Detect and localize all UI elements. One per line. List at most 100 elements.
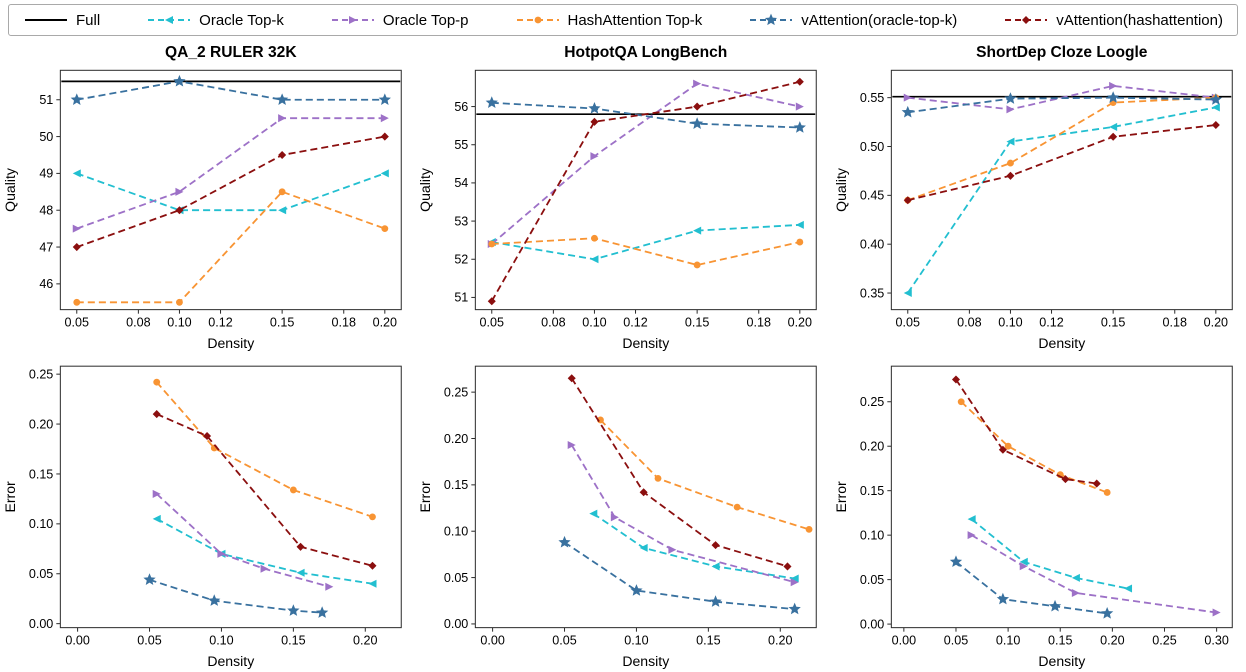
series-hashattention-top-k [600, 419, 810, 531]
x-tick-label: 0.30 [1204, 634, 1228, 648]
legend-item-4: vAttention(oracle-top-k) [748, 12, 957, 29]
series-vattention-hashattention- [954, 379, 1097, 485]
triangle-left-marker [796, 220, 805, 229]
y-axis-label: Quality [417, 168, 433, 212]
series-vattention-oracle-top-k- [955, 561, 1107, 615]
x-tick-label: 0.05 [137, 634, 161, 648]
x-tick-label: 0.08 [126, 316, 150, 330]
triangle-right-marker [175, 187, 184, 196]
circle-marker [278, 188, 286, 196]
y-tick-label: 49 [39, 167, 53, 181]
chart-error-hotpotqa-longbench: 0.00 0.05 0.10 0.15 0.20 0.00 0.05 0.10 0.15 0.20… [417, 365, 818, 669]
y-tick-label: 0.05 [29, 567, 53, 581]
legend-diamond-icon [1005, 16, 1048, 24]
x-tick-label: 0.25 [1152, 634, 1176, 648]
circle-marker [289, 486, 297, 494]
legend-star-icon [750, 13, 793, 26]
triangle-left-marker [711, 562, 720, 571]
y-tick-label: 0.20 [860, 440, 884, 454]
triangle-right-marker [1212, 608, 1221, 617]
y-tick-label: 48 [39, 204, 53, 218]
legend-line-icon [25, 19, 67, 21]
diamond-marker [175, 206, 184, 215]
star-marker [1209, 93, 1222, 105]
y-tick-label: 0.20 [444, 432, 468, 446]
chart-title: ShortDep Cloze Loogle [976, 44, 1148, 61]
legend-label: vAttention(oracle-top-k) [801, 11, 958, 29]
series-vattention-hashattention- [907, 124, 1216, 202]
triangle-left-marker [693, 226, 702, 235]
y-tick-label: 0.55 [860, 91, 884, 105]
series-oracle-top-k [491, 223, 801, 261]
triangle-right-marker [611, 513, 620, 522]
x-tick-label: 0.10 [625, 634, 649, 648]
x-tick-label: 0.10 [996, 634, 1020, 648]
y-tick-label: 0.00 [29, 617, 53, 631]
star-marker [691, 117, 704, 129]
diamond-marker [1092, 479, 1101, 488]
y-tick-label: 56 [455, 100, 469, 114]
star-marker [1106, 91, 1119, 103]
triangle-right-marker [790, 578, 800, 587]
y-tick-label: 54 [455, 176, 469, 190]
y-axis-label: Quality [2, 168, 18, 212]
diamond-marker [203, 432, 212, 441]
circle-marker [1004, 442, 1012, 450]
triangle-left-marker [903, 289, 912, 298]
chart-quality-hotpotqa-longbench: 0.05 0.08 0.10 0.12 0.15 0.18 0.20 51 52 53 54 55 56… [417, 44, 818, 351]
chart-quality-shortdep-cloze-loogle: 0.05 0.08 0.10 0.12 0.15 0.18 0.20 0.35 0.40 0.45… [833, 44, 1233, 351]
series-oracle-top-p [571, 444, 796, 584]
y-tick-label: 0.20 [29, 417, 53, 431]
star-marker [630, 584, 643, 596]
circle-marker [381, 225, 389, 233]
star-marker [173, 74, 186, 87]
x-tick-label: 0.10 [209, 634, 233, 648]
legend-label: HashAttention Top-k [567, 11, 703, 29]
x-tick-label: 0.15 [1048, 634, 1072, 648]
y-tick-label: 55 [455, 138, 469, 152]
star-marker [765, 13, 778, 26]
x-tick-label: 0.20 [353, 634, 377, 648]
triangle-right-marker [72, 224, 81, 233]
circle-marker [73, 298, 81, 306]
star-marker [316, 606, 329, 618]
x-tick-label: 0.15 [281, 634, 305, 648]
triangle-right-marker [1108, 81, 1117, 90]
x-tick-label: 0.20 [1100, 634, 1124, 648]
x-axis-label: Density [1038, 335, 1085, 351]
diamond-marker [1006, 171, 1015, 180]
triangle-right-marker [1071, 588, 1080, 597]
triangle-right-marker [568, 440, 577, 450]
y-tick-label: 0.25 [29, 367, 53, 381]
series-oracle-top-p [491, 82, 801, 245]
legend-item-0: Full [23, 12, 100, 29]
x-tick-label: 0.10 [998, 316, 1022, 330]
triangle-right-marker [1019, 562, 1028, 571]
triangle-right-marker [217, 549, 226, 558]
legend-item-5: vAttention(hashattention) [1003, 12, 1223, 29]
y-tick-label: 0.00 [444, 617, 468, 631]
triangle-left-marker [1006, 137, 1015, 146]
circle-marker [591, 234, 599, 242]
series-oracle-top-k [970, 518, 1128, 590]
subplot-error-shortdep-cloze-loogle: 0.00 0.05 0.10 0.15 0.20 0.25 0.30 0.00 0.05 0.10… [831, 354, 1246, 672]
y-tick-label: 0.05 [860, 573, 884, 587]
x-tick-label: 0.12 [1039, 316, 1063, 330]
triangle-right-marker [152, 489, 161, 498]
circle-marker [534, 16, 541, 24]
legend-item-1: Oracle Top-k [146, 12, 284, 29]
triangle-right-marker [590, 152, 599, 161]
triangle-left-marker [1123, 584, 1132, 593]
y-tick-label: 0.10 [860, 528, 884, 542]
y-tick-label: 0.25 [444, 385, 468, 399]
y-tick-label: 47 [39, 240, 53, 254]
series-vattention-oracle-top-k- [907, 96, 1216, 114]
x-axis-label: Density [623, 653, 670, 669]
star-marker [1100, 606, 1113, 619]
triangle-left-marker [590, 255, 599, 264]
subplot-quality-shortdep-cloze-loogle: 0.05 0.08 0.10 0.12 0.15 0.18 0.20 0.35 0.40 0.45… [831, 36, 1246, 354]
y-tick-label: 50 [39, 130, 53, 144]
y-tick-label: 52 [455, 253, 469, 267]
x-tick-label: 0.20 [1203, 316, 1227, 330]
legend-triangle-right-icon [331, 16, 374, 24]
